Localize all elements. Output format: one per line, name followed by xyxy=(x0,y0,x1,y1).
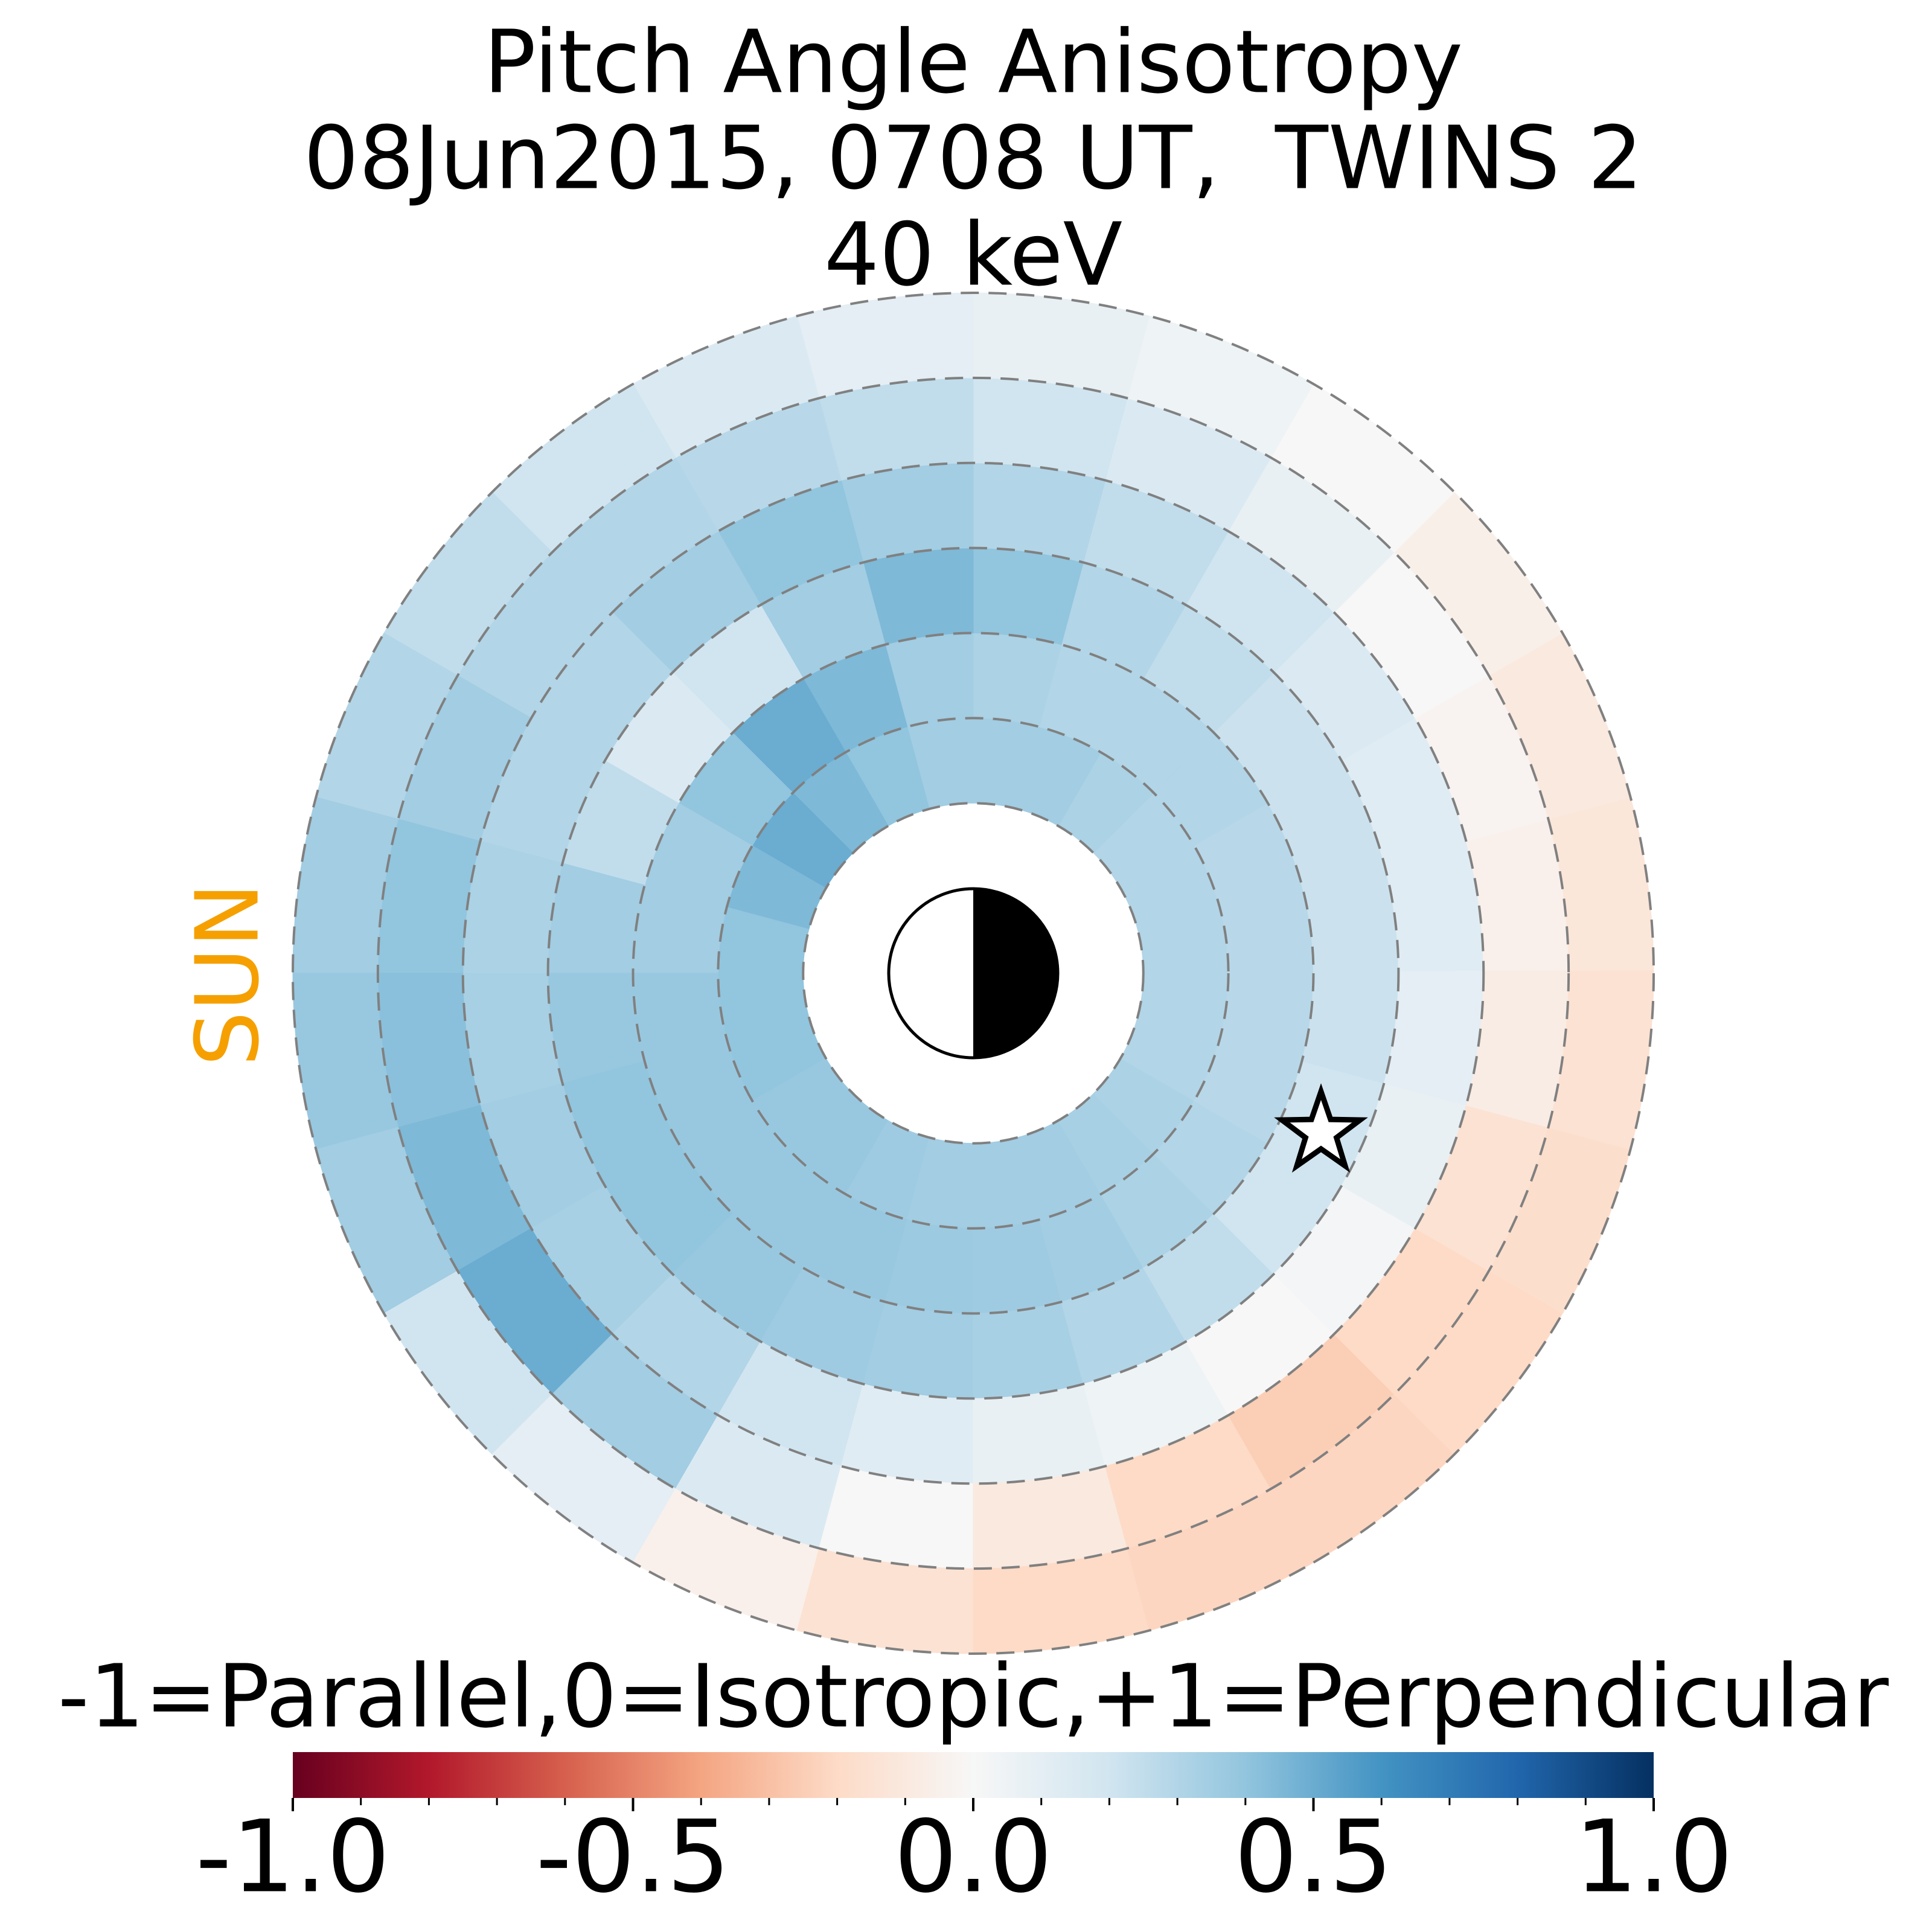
earth-night xyxy=(973,889,1058,1058)
colorbar-tick-label: 0.0 xyxy=(894,1799,1052,1914)
heatmap-cell xyxy=(1547,970,1654,1150)
colorbar-tick-label: 0.5 xyxy=(1234,1799,1392,1914)
star-marker xyxy=(1274,1083,1368,1173)
colorbar-tick-label: 1.0 xyxy=(1575,1799,1733,1914)
range-ring xyxy=(546,546,1400,1400)
chart-title: Pitch Angle Anisotropy xyxy=(484,11,1463,113)
colorbar xyxy=(293,1752,1654,1798)
range-ring xyxy=(717,717,1230,1230)
colorbar-tick-label: -1.0 xyxy=(196,1799,390,1914)
earth xyxy=(887,887,1060,1060)
colorbar-tick-label: -0.5 xyxy=(536,1799,731,1914)
range-ring xyxy=(802,802,1145,1145)
heatmap-cell xyxy=(971,462,1106,563)
sun-label: SUN xyxy=(177,883,278,1067)
colorbar-ticks: -1.0 -0.5 0.0 0.5 1.0 xyxy=(196,1798,1733,1914)
heatmap xyxy=(292,292,1654,1654)
heatmap-cell xyxy=(462,840,563,976)
heatmap-cell xyxy=(840,1383,976,1484)
range-ring xyxy=(292,292,1655,1655)
chart-subtitle: 08Jun2015, 0708 UT, TWINS 2 xyxy=(304,107,1643,209)
range-ring xyxy=(376,376,1570,1570)
range-ring xyxy=(632,632,1315,1315)
chart-subtitle: 40 keV xyxy=(824,204,1122,305)
range-ring xyxy=(461,461,1485,1485)
range-rings xyxy=(292,292,1655,1655)
colorbar-label: -1=Parallel,0=Isotropic,+1=Perpendicular xyxy=(58,1646,1889,1747)
